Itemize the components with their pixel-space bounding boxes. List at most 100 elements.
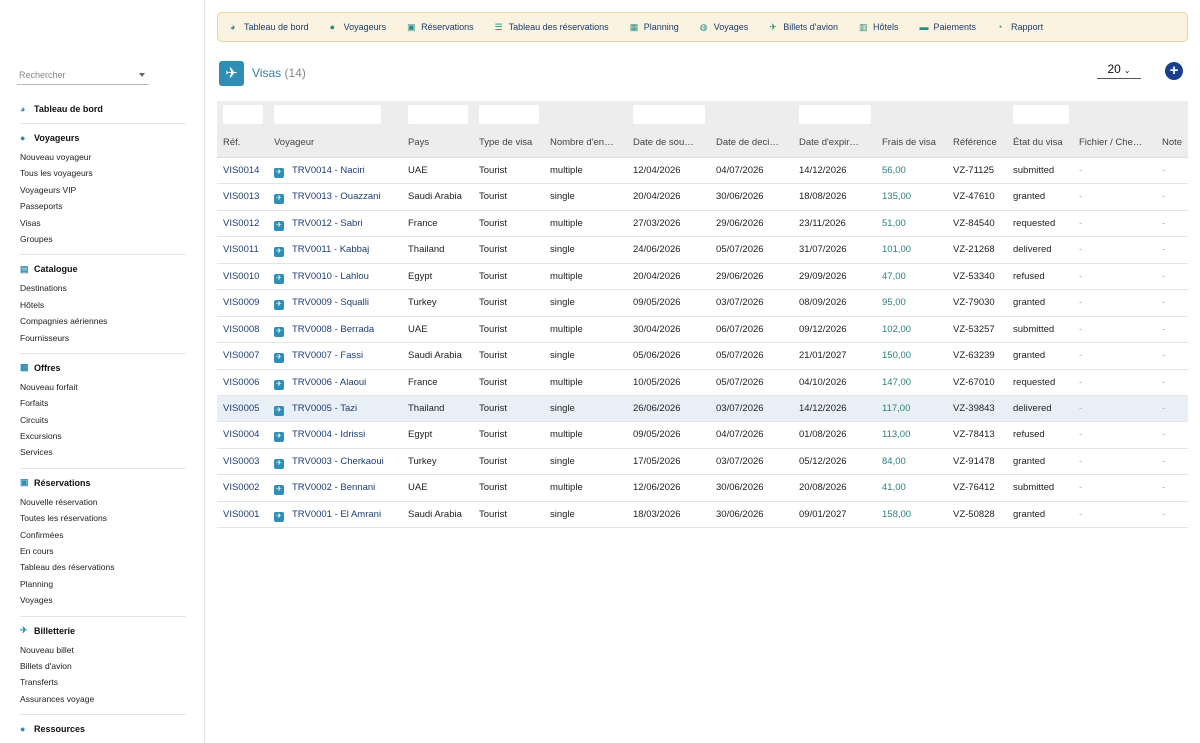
traveler-link[interactable]: ✈ TRV0014 - Naciri [274, 158, 404, 184]
sidebar-item[interactable]: Services [20, 447, 53, 458]
sidebar-section-1[interactable]: ● Voyageurs [20, 131, 186, 145]
sidebar-item[interactable]: Nouveau voyageur [20, 152, 92, 162]
visa-ref-link[interactable]: VIS0005 [223, 402, 260, 414]
column-header[interactable]: Voyageur [274, 137, 315, 148]
topbar-item-2[interactable]: ▣ Réservations [407, 22, 474, 32]
traveler-link[interactable]: ✈ TRV0008 - Berrada [274, 317, 404, 343]
visa-ref-link[interactable]: VIS0009 [223, 297, 260, 309]
column-header[interactable]: État du visa [1013, 137, 1063, 148]
sidebar-item[interactable]: Transferts [20, 677, 58, 688]
sidebar-item[interactable]: Voyageurs VIP [20, 184, 77, 195]
sidebar-section-0[interactable]: ◕ Tableau de bord [20, 102, 186, 116]
sidebar-item[interactable]: Voyages [20, 595, 53, 606]
sidebar-item[interactable]: Excursions [20, 431, 62, 442]
traveler-link[interactable]: ✈ TRV0009 - Squalli [274, 290, 404, 316]
sidebar-section-4[interactable]: ▣ Réservations [20, 476, 186, 490]
table-row[interactable]: VIS0012 ✈ TRV0012 - Sabri France Tourist mult… [217, 210, 1188, 238]
column-filter-input[interactable] [479, 105, 539, 124]
column-header[interactable]: Type de visa [479, 137, 533, 148]
topbar-item-3[interactable]: ☰ Tableau des réservations [495, 22, 609, 32]
topbar-item-6[interactable]: ✈ Billets d'avion [769, 22, 838, 32]
chevron-down-icon[interactable] [139, 73, 145, 77]
column-header[interactable]: Date de sou… [633, 137, 694, 148]
column-header[interactable]: Réf. [223, 137, 241, 148]
column-header[interactable]: Note [1162, 137, 1183, 148]
visa-ref-link[interactable]: VIS0006 [223, 376, 260, 388]
sidebar-item[interactable]: Hôtels [20, 299, 45, 310]
visa-ref-link[interactable]: VIS0011 [223, 244, 259, 256]
sidebar-item[interactable]: Passeports [20, 201, 63, 212]
sidebar-section-6[interactable]: ● Ressources [20, 722, 186, 736]
search-input[interactable]: Rechercher [17, 66, 149, 85]
traveler-link[interactable]: ✈ TRV0002 - Bennani [274, 475, 404, 501]
table-row[interactable]: VIS0010 ✈ TRV0010 - Lahlou Egypt Tourist mult… [217, 263, 1188, 291]
column-header[interactable]: Pays [408, 137, 430, 148]
topbar-item-7[interactable]: ▥ Hôtels [859, 22, 899, 32]
traveler-link[interactable]: ✈ TRV0011 - Kabbaj [274, 237, 404, 263]
sidebar-item[interactable]: Compagnies aériennes [20, 316, 108, 327]
visa-ref-link[interactable]: VIS0001 [223, 508, 260, 520]
visa-ref-link[interactable]: VIS0004 [223, 429, 260, 441]
traveler-link[interactable]: ✈ TRV0010 - Lahlou [274, 264, 404, 290]
sidebar-item[interactable]: Assurances voyage [20, 693, 95, 704]
traveler-link[interactable]: ✈ TRV0001 - El Amrani [274, 502, 404, 528]
sidebar-item[interactable]: Nouveau billet [20, 644, 74, 655]
sidebar-item[interactable]: En cours [20, 546, 54, 557]
table-row[interactable]: VIS0008 ✈ TRV0008 - Berrada UAE Tourist multi… [217, 316, 1188, 344]
visa-ref-link[interactable]: VIS0010 [223, 270, 260, 282]
visa-ref-link[interactable]: VIS0002 [223, 482, 260, 494]
sidebar-item[interactable]: Confirmées [20, 529, 64, 540]
sidebar-item[interactable]: Destinations [20, 283, 67, 294]
table-row[interactable]: VIS0003 ✈ TRV0003 - Cherkaoui Turkey Tourist… [217, 448, 1188, 476]
topbar-item-1[interactable]: ● Voyageurs [330, 22, 387, 32]
sidebar-item[interactable]: Forfaits [20, 398, 49, 409]
sidebar-item[interactable]: Toutes les réservations [20, 513, 107, 524]
sidebar-item[interactable]: Visas [20, 217, 41, 228]
sidebar-section-5[interactable]: ✈ Billetterie [20, 624, 186, 638]
sidebar-item[interactable]: Fournisseurs [20, 332, 70, 343]
topbar-item-8[interactable]: ▬ Paiements [920, 22, 977, 32]
sidebar-item[interactable]: Nouvelle réservation [20, 496, 98, 507]
topbar-item-4[interactable]: ▦ Planning [630, 22, 679, 32]
column-header[interactable]: Date d'expir… [799, 137, 859, 148]
sidebar-section-3[interactable]: ▩ Offres [20, 361, 186, 375]
traveler-link[interactable]: ✈ TRV0012 - Sabri [274, 211, 404, 237]
table-row[interactable]: VIS0014 ✈ TRV0014 - Naciri UAE Tourist multip… [217, 158, 1188, 185]
traveler-link[interactable]: ✈ TRV0006 - Alaoui [274, 370, 404, 396]
visa-ref-link[interactable]: VIS0014 [223, 165, 260, 176]
visa-ref-link[interactable]: VIS0012 [223, 217, 260, 229]
table-row[interactable]: VIS0005 ✈ TRV0005 - Tazi Thailand Tourist sin… [217, 395, 1188, 423]
topbar-item-5[interactable]: ◍ Voyages [700, 22, 749, 32]
sidebar-item[interactable]: Circuits [20, 414, 49, 425]
column-filter-input[interactable] [223, 105, 263, 124]
sidebar-item[interactable]: Tous les voyageurs [20, 168, 93, 179]
column-filter-input[interactable] [408, 105, 468, 124]
sidebar-item[interactable]: Billets d'avion [20, 660, 72, 671]
sidebar-section-2[interactable]: ▤ Catalogue [20, 262, 186, 276]
traveler-link[interactable]: ✈ TRV0007 - Fassi [274, 343, 404, 369]
column-filter-input[interactable] [274, 105, 381, 124]
topbar-item-0[interactable]: ◕ Tableau de bord [230, 22, 309, 32]
column-filter-input[interactable] [633, 105, 705, 124]
traveler-link[interactable]: ✈ TRV0003 - Cherkaoui [274, 449, 404, 475]
visa-ref-link[interactable]: VIS0003 [223, 455, 260, 467]
traveler-link[interactable]: ✈ TRV0005 - Tazi [274, 396, 404, 422]
column-filter-input[interactable] [1013, 105, 1069, 124]
column-header[interactable]: Date de deci… [716, 137, 779, 148]
sidebar-item[interactable]: Planning [20, 578, 54, 589]
table-row[interactable]: VIS0004 ✈ TRV0004 - Idrissi Egypt Tourist mul… [217, 422, 1188, 449]
visa-ref-link[interactable]: VIS0013 [223, 191, 260, 203]
table-row[interactable]: VIS0009 ✈ TRV0009 - Squalli Turkey Tourist si… [217, 290, 1188, 317]
topbar-item-9[interactable]: ◔ Rapport [997, 22, 1043, 32]
column-header[interactable]: Nombre d'en… [550, 137, 614, 148]
column-header[interactable]: Référence [953, 137, 997, 148]
column-header[interactable]: Frais de visa [882, 137, 936, 148]
visa-ref-link[interactable]: VIS0008 [223, 323, 260, 335]
table-row[interactable]: VIS0013 ✈ TRV0013 - Ouazzani Saudi Arabia To… [217, 184, 1188, 211]
column-header[interactable]: Fichier / Che… [1079, 137, 1143, 148]
traveler-link[interactable]: ✈ TRV0004 - Idrissi [274, 422, 404, 448]
sidebar-item[interactable]: Nouveau forfait [20, 381, 78, 392]
table-row[interactable]: VIS0011 ✈ TRV0011 - Kabbaj Thailand Tourist s… [217, 237, 1188, 264]
per-page-select[interactable]: 20 ⌄ [1097, 62, 1141, 79]
table-row[interactable]: VIS0002 ✈ TRV0002 - Bennani UAE Tourist multi… [217, 475, 1188, 502]
